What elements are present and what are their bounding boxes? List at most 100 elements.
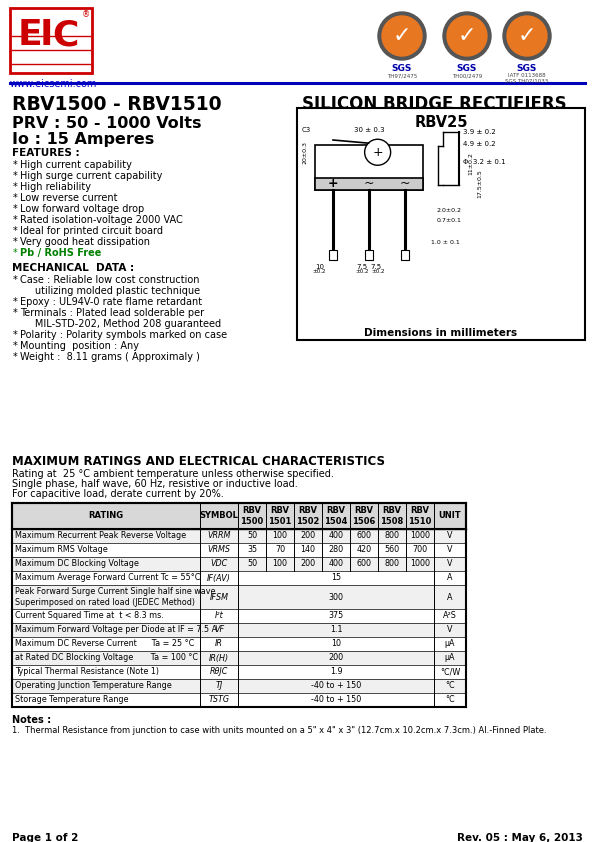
- Text: 50: 50: [247, 531, 257, 541]
- Text: IF(AV): IF(AV): [207, 573, 231, 583]
- Text: Maximum Average Forward Current Tc = 55°C: Maximum Average Forward Current Tc = 55°…: [15, 573, 201, 583]
- Text: 7.5: 7.5: [371, 264, 381, 270]
- Text: ®: ®: [82, 10, 90, 19]
- Text: 70: 70: [275, 546, 285, 555]
- Text: μA: μA: [444, 640, 455, 648]
- Text: V: V: [447, 559, 453, 568]
- Text: 800: 800: [384, 531, 399, 541]
- Text: RθJC: RθJC: [210, 668, 228, 676]
- Text: Maximum DC Blocking Voltage: Maximum DC Blocking Voltage: [15, 559, 139, 568]
- Bar: [12, 571, 466, 585]
- Text: *: *: [13, 237, 18, 247]
- Text: IR: IR: [215, 640, 223, 648]
- Text: I: I: [40, 18, 54, 52]
- Text: Single phase, half wave, 60 Hz, resistive or inductive load.: Single phase, half wave, 60 Hz, resistiv…: [12, 479, 297, 489]
- Text: *: *: [13, 193, 18, 203]
- Text: Terminals : Plated lead solderable per: Terminals : Plated lead solderable per: [20, 308, 204, 318]
- Text: 400: 400: [328, 559, 343, 568]
- Text: IATF 0113688
SGS TH07/1033: IATF 0113688 SGS TH07/1033: [505, 73, 549, 84]
- Text: RBV
1508: RBV 1508: [380, 506, 403, 525]
- Text: Current Squared Time at  t < 8.3 ms.: Current Squared Time at t < 8.3 ms.: [15, 611, 164, 621]
- Text: High current capability: High current capability: [20, 160, 132, 170]
- Text: 4.9 ± 0.2: 4.9 ± 0.2: [463, 141, 496, 147]
- Text: Io : 15 Amperes: Io : 15 Amperes: [12, 132, 154, 147]
- Text: C: C: [52, 18, 79, 52]
- Text: -40 to + 150: -40 to + 150: [311, 695, 361, 705]
- Text: Rating at  25 °C ambient temperature unless otherwise specified.: Rating at 25 °C ambient temperature unle…: [12, 469, 334, 479]
- Text: SGS: SGS: [517, 64, 537, 73]
- Text: ~: ~: [400, 177, 410, 190]
- Text: RBV
1501: RBV 1501: [268, 506, 292, 525]
- Text: 200: 200: [300, 531, 315, 541]
- Text: 0.7±0.1: 0.7±0.1: [437, 218, 462, 223]
- Text: ✓: ✓: [458, 26, 477, 46]
- Text: SYMBOL: SYMBOL: [199, 511, 239, 520]
- Bar: [365, 250, 373, 260]
- Text: Polarity : Polarity symbols marked on case: Polarity : Polarity symbols marked on ca…: [20, 330, 227, 340]
- Text: Storage Temperature Range: Storage Temperature Range: [15, 695, 129, 705]
- Text: *: *: [13, 352, 18, 362]
- Text: UNIT: UNIT: [439, 511, 461, 520]
- Text: VRMS: VRMS: [208, 546, 230, 555]
- Text: Very good heat dissipation: Very good heat dissipation: [20, 237, 150, 247]
- Text: 1.0 ± 0.1: 1.0 ± 0.1: [431, 239, 460, 244]
- Text: Page 1 of 2: Page 1 of 2: [12, 833, 79, 842]
- Text: Weight :  8.11 grams ( Approximaly ): Weight : 8.11 grams ( Approximaly ): [20, 352, 200, 362]
- Text: RBV25: RBV25: [414, 115, 468, 130]
- Text: 10: 10: [315, 264, 324, 270]
- Text: RBV
1500: RBV 1500: [240, 506, 264, 525]
- Text: Ideal for printed circuit board: Ideal for printed circuit board: [20, 226, 163, 236]
- Text: Peak Forward Surge Current Single half sine wave
Superimposed on rated load (JED: Peak Forward Surge Current Single half s…: [15, 588, 215, 607]
- Bar: [329, 250, 337, 260]
- Bar: [12, 651, 466, 665]
- Text: ±0.2: ±0.2: [355, 269, 369, 274]
- Text: 100: 100: [273, 531, 287, 541]
- Text: Rated isolation-voltage 2000 VAC: Rated isolation-voltage 2000 VAC: [20, 215, 183, 225]
- Bar: [12, 529, 466, 543]
- Bar: [12, 623, 466, 637]
- Text: 20±0.3: 20±0.3: [302, 141, 308, 164]
- Text: 3.9 ± 0.2: 3.9 ± 0.2: [463, 129, 496, 135]
- Circle shape: [503, 12, 551, 60]
- Bar: [297, 108, 585, 340]
- Bar: [12, 679, 466, 693]
- Text: Pb / RoHS Free: Pb / RoHS Free: [20, 248, 101, 258]
- Bar: [12, 609, 466, 623]
- Text: 100: 100: [273, 559, 287, 568]
- Text: FEATURES :: FEATURES :: [12, 148, 80, 158]
- Text: +: +: [372, 146, 383, 159]
- Text: Maximum Forward Voltage per Diode at IF = 7.5 A: Maximum Forward Voltage per Diode at IF …: [15, 626, 217, 635]
- Text: High reliability: High reliability: [20, 182, 91, 192]
- Text: RBV
1510: RBV 1510: [408, 506, 432, 525]
- Text: Case : Reliable low cost construction: Case : Reliable low cost construction: [20, 275, 199, 285]
- Text: 15: 15: [331, 573, 341, 583]
- Text: at Rated DC Blocking Voltage       Ta = 100 °C: at Rated DC Blocking Voltage Ta = 100 °C: [15, 653, 198, 663]
- Text: 600: 600: [356, 531, 371, 541]
- Text: V: V: [447, 626, 453, 635]
- Text: Operating Junction Temperature Range: Operating Junction Temperature Range: [15, 681, 172, 690]
- Text: *: *: [13, 248, 18, 258]
- Text: 1.  Thermal Resistance from junction to case with units mounted on a 5" x 4" x 3: 1. Thermal Resistance from junction to c…: [12, 726, 547, 735]
- Text: A: A: [447, 593, 453, 601]
- Text: 375: 375: [328, 611, 344, 621]
- Text: Maximum DC Reverse Current      Ta = 25 °C: Maximum DC Reverse Current Ta = 25 °C: [15, 640, 194, 648]
- Bar: [401, 250, 409, 260]
- Text: Φ  3.2 ± 0.1: Φ 3.2 ± 0.1: [463, 159, 506, 165]
- Text: 7.5: 7.5: [356, 264, 368, 270]
- Text: C3: C3: [302, 127, 311, 133]
- Bar: [12, 693, 466, 707]
- Text: 200: 200: [328, 653, 343, 663]
- Text: VF: VF: [214, 626, 224, 635]
- Text: 50: 50: [247, 559, 257, 568]
- Text: ±0.2: ±0.2: [371, 269, 385, 274]
- Text: SILICON BRIDGE RECTIFIERS: SILICON BRIDGE RECTIFIERS: [302, 95, 566, 113]
- Text: *: *: [13, 341, 18, 351]
- Text: SGS: SGS: [457, 64, 477, 73]
- Text: *: *: [13, 204, 18, 214]
- Text: High surge current capability: High surge current capability: [20, 171, 162, 181]
- Text: RATING: RATING: [89, 511, 124, 520]
- Bar: [12, 543, 466, 557]
- Text: TH97/2475: TH97/2475: [387, 73, 417, 78]
- Bar: [12, 503, 466, 529]
- Text: *: *: [13, 275, 18, 285]
